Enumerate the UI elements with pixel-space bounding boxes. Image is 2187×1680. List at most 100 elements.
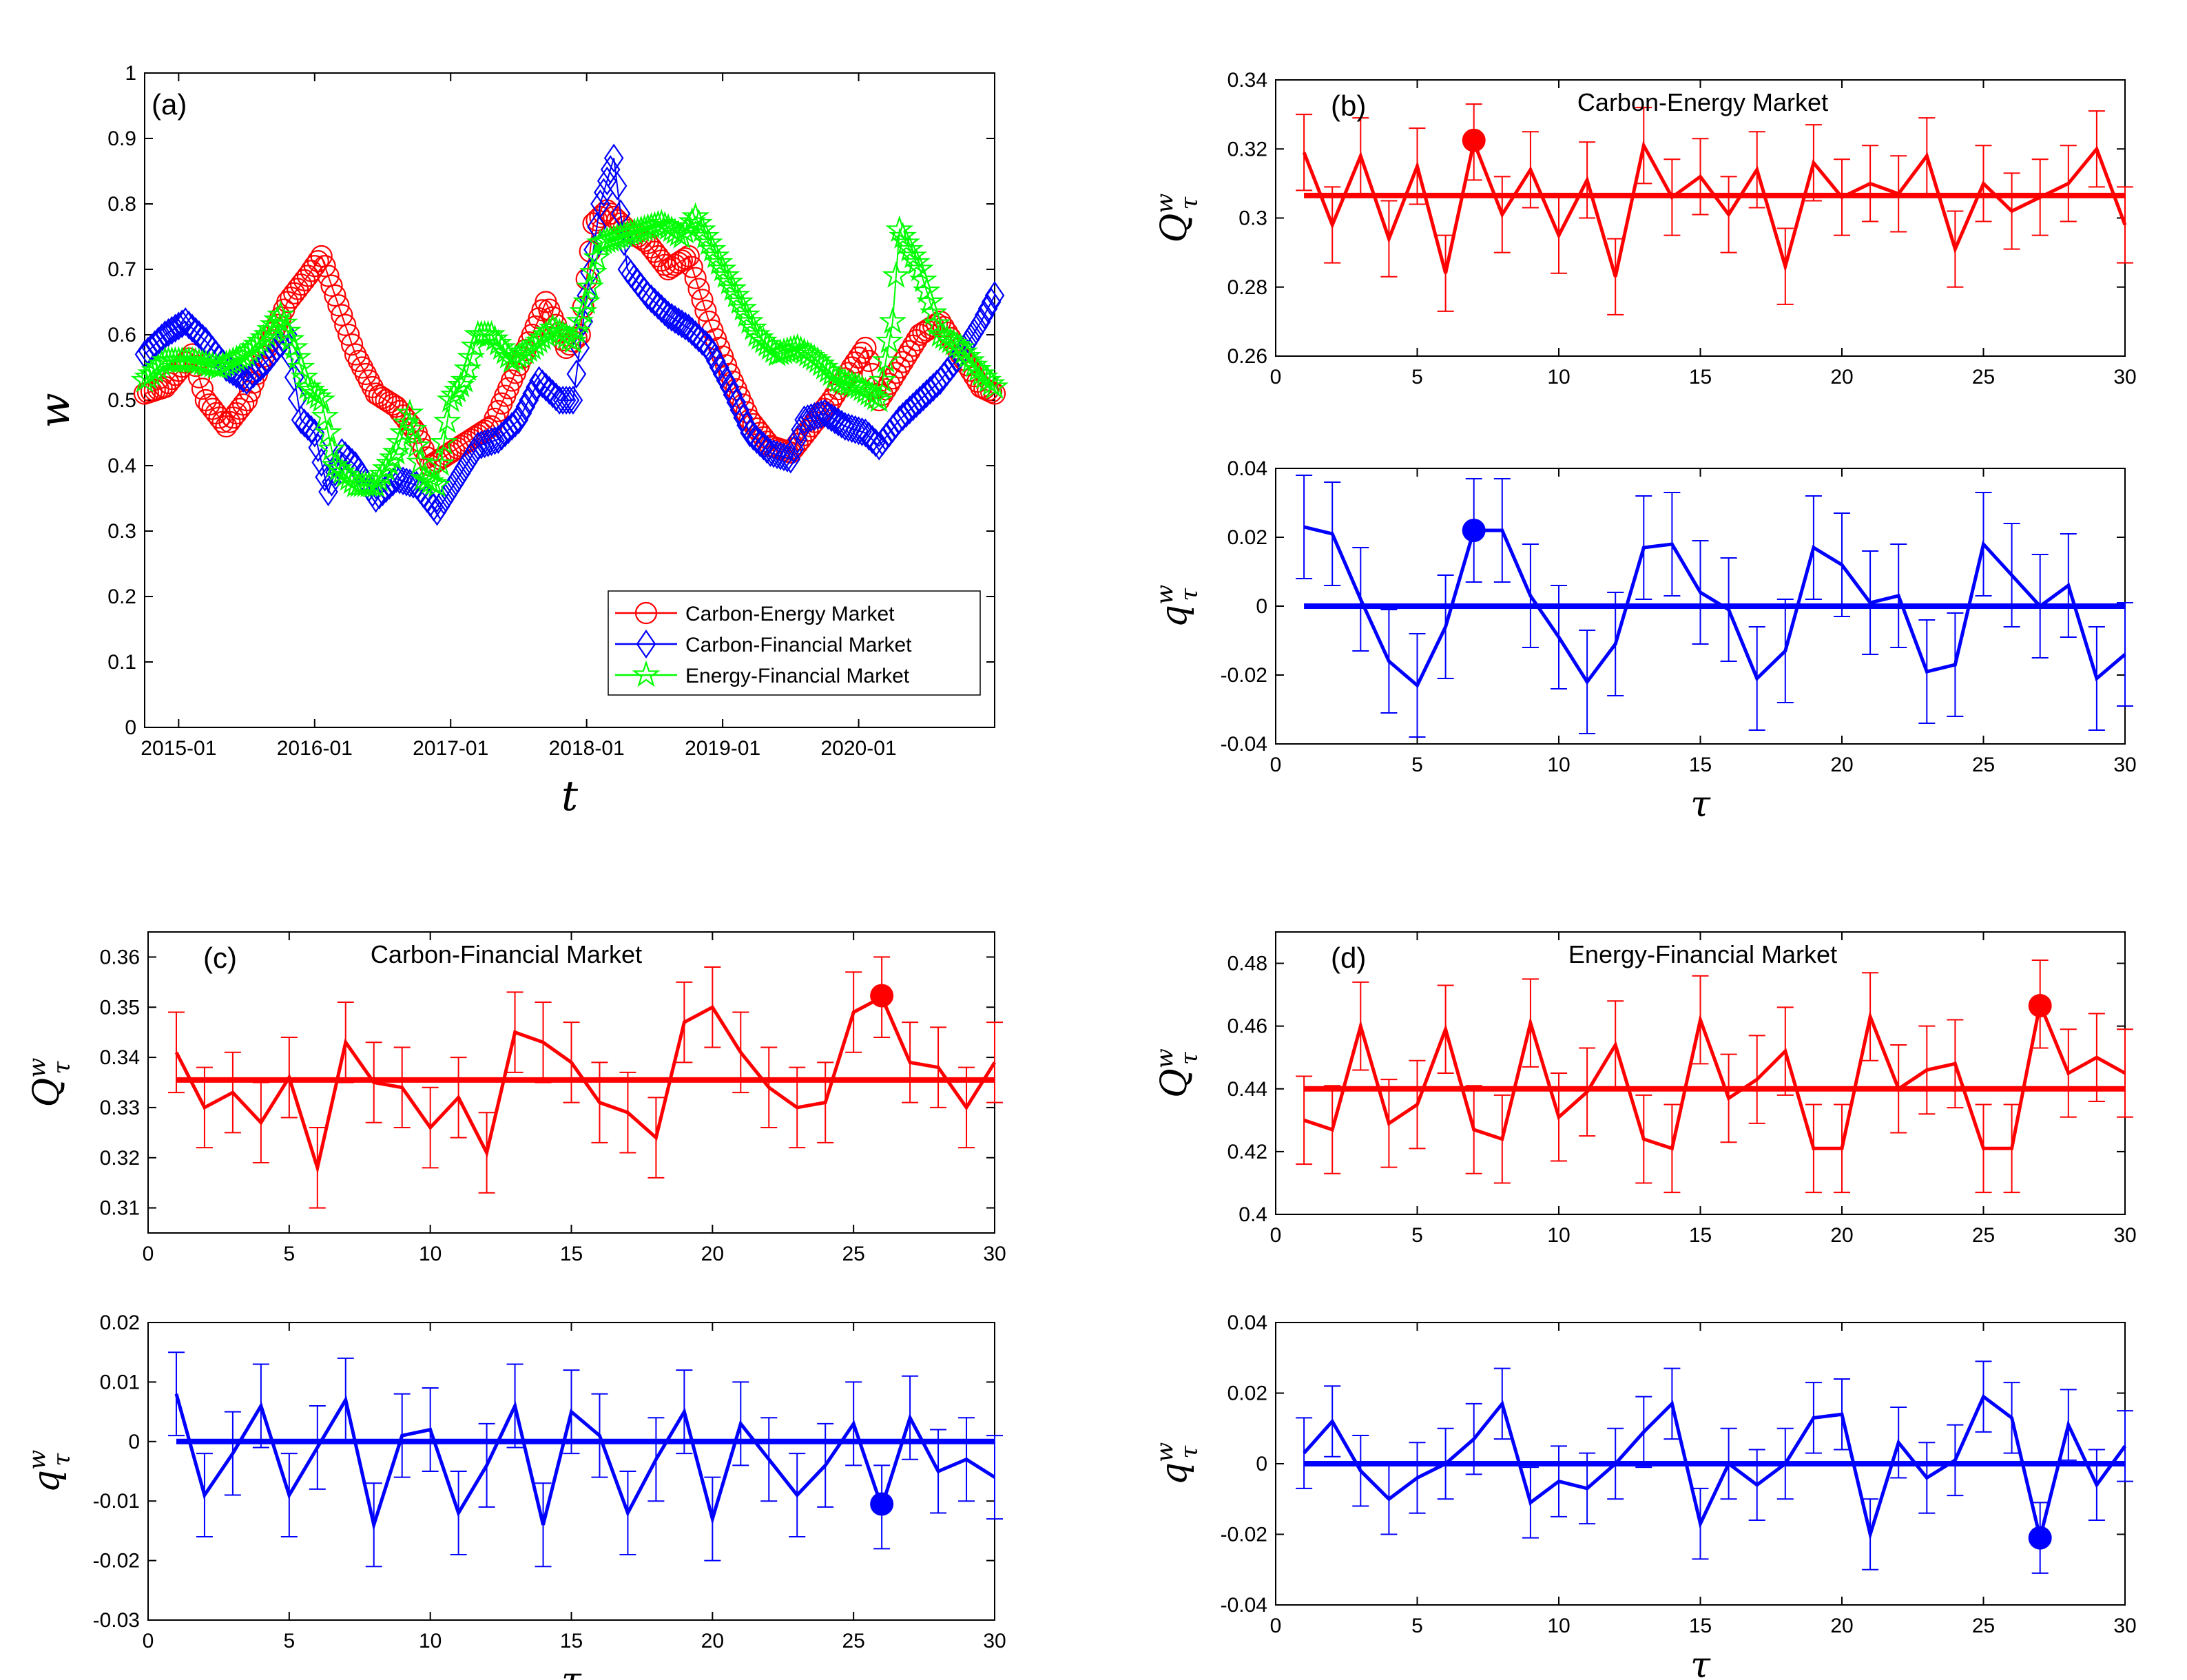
panel-label: (b) [1331, 90, 1366, 122]
data-point-diamond [974, 300, 995, 330]
x-tick-label: 10 [1547, 366, 1570, 388]
x-tick-label: 5 [283, 1243, 295, 1265]
data-point-diamond [512, 399, 532, 428]
highlight-point [2028, 1526, 2052, 1550]
x-tick-label: 15 [1689, 1224, 1712, 1247]
data-point-star [304, 382, 333, 409]
data-point-circle [307, 250, 329, 273]
y-tick-label: 0.6 [107, 324, 136, 346]
data-point-diamond [756, 435, 777, 464]
data-point-star [732, 300, 761, 327]
y-tick-label: 0 [1256, 595, 1267, 618]
data-point-circle [229, 397, 251, 420]
x-tick-label: 10 [1547, 754, 1570, 776]
data-point-star [875, 326, 904, 353]
data-point-circle [694, 300, 717, 322]
data-point-star [729, 293, 758, 321]
legend-entry: Carbon-Financial Market [685, 634, 912, 656]
data-point-star [419, 468, 448, 496]
y-tick-label: 0.2 [107, 585, 136, 608]
y-tick-label: -0.03 [93, 1609, 140, 1632]
data-point-star [692, 222, 720, 249]
y-tick-label: -0.04 [1221, 1594, 1267, 1617]
data-point-star [752, 329, 781, 357]
data-point-diamond [661, 302, 682, 332]
data-point-star [970, 362, 999, 390]
y-tick-label: 0.01 [100, 1371, 140, 1393]
data-point-star [321, 450, 349, 478]
highlight-point [870, 1492, 894, 1516]
data-line [1302, 136, 2127, 278]
data-point-circle [980, 381, 1003, 404]
data-point-diamond [570, 333, 590, 362]
data-point-star [973, 366, 1002, 393]
x-tick-label: 15 [1689, 366, 1712, 388]
data-point-diamond [444, 469, 464, 499]
data-point-star [583, 242, 611, 270]
data-point-star [749, 326, 778, 353]
data-point-diamond [889, 405, 910, 435]
x-tick-label: 0 [143, 1630, 154, 1652]
data-point-diamond [920, 375, 940, 405]
data-point-diamond [468, 431, 488, 461]
data-point-diamond [308, 433, 329, 462]
data-point-diamond [563, 386, 583, 415]
x-tick-label: 15 [560, 1630, 583, 1652]
data-point-circle [681, 256, 703, 278]
x-axis-label: t [561, 772, 579, 820]
data-point-star [395, 398, 424, 426]
data-point-star [813, 355, 842, 383]
x-tick-label: 15 [1689, 1615, 1712, 1637]
data-point-circle [878, 373, 901, 395]
y-tick-label: 0.46 [1227, 1015, 1267, 1038]
x-tick-label: 15 [1689, 754, 1712, 776]
y-tick-label: 0 [1256, 1453, 1267, 1475]
data-point-diamond [556, 386, 577, 415]
data-point-star [868, 366, 897, 393]
x-axis-label: τ [561, 1660, 582, 1680]
data-point-star [426, 449, 455, 477]
data-point-star [318, 434, 346, 462]
data-point-diamond [485, 426, 505, 455]
x-tick-label: 30 [983, 1243, 1006, 1265]
data-point-star [576, 272, 605, 300]
data-point-star [297, 375, 326, 403]
data-point-diamond [240, 362, 260, 392]
y-tick-label: 0 [128, 1431, 140, 1453]
data-point-diamond [471, 430, 491, 459]
y-tick-label: 0.3 [1238, 207, 1267, 230]
data-point-star [980, 372, 1009, 400]
data-point-diamond [658, 300, 678, 330]
data-point-diamond [434, 486, 454, 515]
data-point-diamond [712, 360, 733, 388]
data-point-star [402, 431, 431, 458]
data-point-diamond [158, 318, 178, 347]
data-point-star [705, 248, 734, 275]
panel-d-bottom: -0.04 -0.02 0 0.02 0.04 0 5 10 15 20 25 30 qwτ τ [1151, 1311, 2137, 1680]
data-point-diamond [464, 437, 485, 466]
data-point-star [311, 402, 340, 429]
y-tick-label: 0.02 [1227, 1382, 1267, 1405]
data-point-diamond [603, 143, 624, 173]
data-point-diamond [501, 412, 522, 441]
data-point-star [915, 287, 944, 314]
data-point-star [429, 428, 458, 455]
x-tick-label: 25 [1972, 754, 1995, 776]
data-point-diamond [457, 448, 478, 477]
data-point-star [290, 362, 319, 390]
x-tick-label: 0 [1270, 1615, 1282, 1637]
data-point-circle [191, 377, 214, 400]
data-point-star [736, 307, 764, 334]
data-point-circle [208, 406, 231, 429]
data-point-circle [684, 267, 707, 289]
data-point-diamond [831, 409, 852, 439]
data-point-diamond [916, 379, 937, 408]
data-line [1303, 1393, 2127, 1542]
data-point-diamond [774, 442, 794, 472]
panel-c-bottom: -0.03 -0.02 -0.01 0 0.01 0.02 0 5 10 15 20 25 30 qwτ τ [23, 1311, 1006, 1680]
x-tick-label: 2019-01 [685, 737, 760, 760]
data-point-star [878, 307, 907, 334]
data-point-diamond [610, 199, 631, 229]
y-axis-label: Qwτ [1151, 194, 1203, 243]
data-point-diamond [984, 281, 1005, 310]
